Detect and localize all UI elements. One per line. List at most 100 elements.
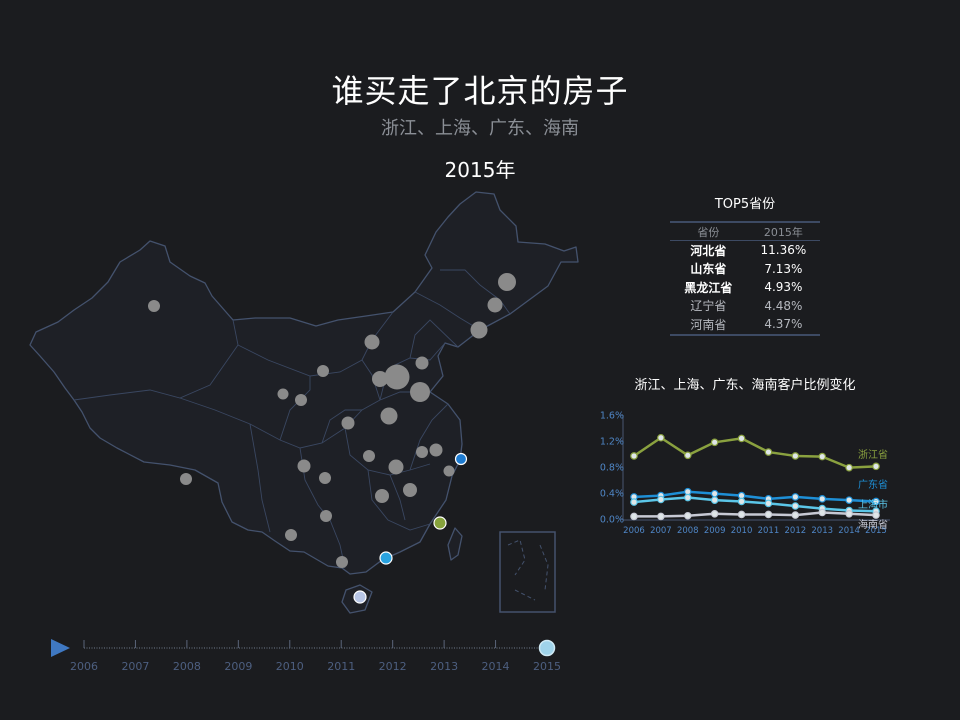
data-point	[818, 495, 827, 503]
data-point	[657, 495, 665, 504]
top5-row: 河南省 4.37%	[670, 315, 820, 335]
province-border	[321, 409, 362, 444]
year-timeline[interactable]: 2006 2007 2008 2009 2010 2011 2012 2013 2014 2015	[0, 628, 600, 678]
map-bubble	[364, 334, 380, 350]
top5-value: 4.37%	[764, 317, 803, 332]
province-border	[389, 474, 406, 521]
x-tick-label: 2010	[731, 526, 753, 536]
column-header: 省份	[670, 222, 747, 241]
timeline-year-label[interactable]: 2011	[327, 660, 355, 673]
data-point	[710, 438, 719, 447]
timeline-year-label[interactable]: 2015	[533, 660, 561, 673]
x-tick-label: 2009	[704, 526, 726, 536]
data-point	[683, 493, 692, 502]
timeline-year-label[interactable]: 2007	[121, 660, 149, 673]
play-icon[interactable]	[51, 639, 70, 657]
data-point	[630, 512, 638, 521]
province-border	[73, 344, 239, 401]
map-bubble	[320, 510, 332, 522]
taiwan-outline	[447, 527, 463, 561]
series-label: 广东省	[858, 478, 888, 491]
line-chart: 0.0% 0.4% 0.8% 1.2% 1.6% 2006 2007 2008 2009 2010…	[600, 411, 890, 536]
timeline-year-label[interactable]: 2008	[173, 660, 201, 673]
map-bubble	[410, 382, 430, 402]
south-china-sea-inset	[499, 531, 556, 613]
bubble-guangdong	[379, 551, 393, 565]
timeline-year-label[interactable]: 2012	[379, 660, 407, 673]
province-border	[344, 427, 431, 476]
top5-province: 河北省	[690, 243, 727, 258]
map-bubble	[380, 407, 398, 425]
map-bubble	[180, 473, 192, 485]
top5-province: 辽宁省	[690, 299, 727, 314]
top5-row: 辽宁省 4.48%	[670, 297, 820, 316]
map-bubble	[384, 364, 410, 390]
series-line	[633, 490, 877, 503]
timeline-year-label[interactable]: 2006	[70, 660, 98, 673]
province-border	[409, 319, 459, 359]
timeline-year-label[interactable]: 2014	[482, 660, 510, 673]
data-point	[791, 493, 800, 501]
map-bubble	[285, 529, 297, 541]
y-tick-label: 0.4%	[600, 489, 624, 500]
map-bubble	[363, 450, 375, 462]
data-point	[764, 448, 773, 456]
top5-value: 11.36%	[760, 243, 807, 258]
top5-value: 7.13%	[764, 261, 803, 276]
data-point	[791, 502, 800, 510]
map-bubble	[319, 472, 331, 484]
data-point	[818, 508, 827, 517]
series-line	[633, 496, 877, 513]
timeline-year-label[interactable]: 2009	[224, 660, 252, 673]
map-bubble	[277, 388, 289, 400]
data-point	[791, 511, 800, 519]
map-bubble	[498, 273, 516, 291]
data-point	[872, 511, 880, 519]
data-point	[872, 497, 880, 506]
top5-value: 4.48%	[764, 298, 803, 313]
map-bubble	[148, 300, 160, 312]
y-tick-label: 0.8%	[600, 463, 624, 474]
map-bubble	[297, 459, 311, 473]
data-point	[630, 498, 638, 506]
top5-province: 山东省	[690, 262, 727, 277]
top5-value: 4.93%	[764, 280, 803, 295]
page-title: 谁买走了北京的房子	[331, 72, 629, 110]
data-point	[845, 463, 853, 472]
data-point	[657, 512, 665, 521]
map-bubble	[388, 459, 404, 475]
top5-header-row: 省份 2015年	[670, 222, 820, 241]
x-tick-label: 2014	[838, 526, 860, 536]
data-point	[845, 496, 853, 504]
map-bubble	[416, 446, 428, 458]
x-tick-label: 2008	[677, 526, 699, 536]
data-point	[683, 511, 692, 520]
x-tick-label: 2011	[758, 526, 780, 536]
map-bubble	[470, 321, 488, 339]
bubble-hainan	[353, 590, 367, 604]
timeline-year-label[interactable]: 2010	[276, 660, 304, 673]
timeline-year-label[interactable]: 2013	[430, 660, 458, 673]
y-tick-label: 0.0%	[600, 515, 624, 526]
timeline-handle[interactable]	[538, 639, 556, 657]
top5-table: 省份 2015年 河北省 11.36% 山东省 7.13% 黑龙江省 4.93% 辽宁省 4.…	[670, 221, 820, 336]
province-border	[414, 291, 481, 331]
map-bubble	[429, 443, 443, 457]
column-header: 2015年	[746, 222, 820, 241]
neutral-bubbles	[148, 273, 516, 568]
map-bubble	[415, 356, 429, 370]
series-label: 海南省	[858, 518, 888, 531]
map-bubble	[487, 297, 503, 313]
data-point	[737, 497, 746, 506]
province-border	[440, 269, 511, 315]
y-tick-label: 1.2%	[600, 437, 624, 448]
map-bubble	[341, 416, 355, 430]
province-border	[361, 359, 381, 401]
data-point	[710, 510, 719, 518]
data-point	[764, 510, 773, 519]
data-point	[710, 496, 719, 504]
top5-title: TOP5省份	[714, 197, 776, 212]
series-label: 浙江省	[858, 448, 888, 461]
x-tick-label: 2012	[785, 526, 807, 536]
data-point	[657, 433, 665, 442]
